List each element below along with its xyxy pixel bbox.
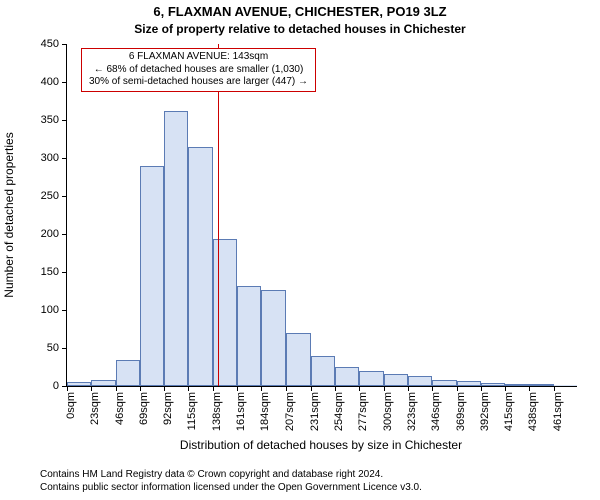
- histogram-bar: [213, 239, 237, 386]
- y-tick-label: 250: [41, 190, 67, 202]
- x-tick: [286, 386, 287, 391]
- histogram-bar: [432, 380, 456, 386]
- x-tick: [505, 386, 506, 391]
- annotation-line: 6 FLAXMAN AVENUE: 143sqm: [86, 51, 311, 64]
- histogram-bar: [116, 360, 140, 386]
- histogram-bar: [384, 374, 408, 386]
- x-tick-label: 184sqm: [259, 392, 271, 431]
- x-tick: [432, 386, 433, 391]
- histogram-bar: [237, 286, 261, 386]
- histogram-bar: [188, 147, 212, 386]
- x-tick-label: 207sqm: [284, 392, 296, 431]
- x-tick-label: 138sqm: [211, 392, 223, 431]
- histogram-bar: [554, 385, 577, 386]
- x-tick: [237, 386, 238, 391]
- x-tick-label: 46sqm: [114, 392, 126, 425]
- chart-canvas: 6, FLAXMAN AVENUE, CHICHESTER, PO19 3LZ …: [0, 0, 600, 500]
- x-tick-label: 323sqm: [406, 392, 418, 431]
- x-axis-title: Distribution of detached houses by size …: [66, 438, 576, 452]
- histogram-bar: [359, 371, 383, 386]
- x-tick-label: 346sqm: [430, 392, 442, 431]
- y-tick-label: 400: [41, 76, 67, 88]
- x-tick-label: 392sqm: [479, 392, 491, 431]
- x-tick: [140, 386, 141, 391]
- x-tick-label: 161sqm: [235, 392, 247, 431]
- annotation-line: ← 68% of detached houses are smaller (1,…: [86, 64, 311, 77]
- x-tick-label: 300sqm: [382, 392, 394, 431]
- x-tick-label: 69sqm: [138, 392, 150, 425]
- x-tick-label: 0sqm: [65, 392, 77, 419]
- annotation-box: 6 FLAXMAN AVENUE: 143sqm← 68% of detache…: [81, 48, 316, 92]
- x-tick-label: 115sqm: [186, 392, 198, 430]
- x-tick: [91, 386, 92, 391]
- histogram-bar: [311, 356, 335, 386]
- footnote-line-2: Contains public sector information licen…: [40, 482, 422, 495]
- histogram-bar: [67, 382, 91, 386]
- y-tick-label: 350: [41, 114, 67, 126]
- x-tick: [359, 386, 360, 391]
- y-tick-label: 0: [53, 380, 67, 392]
- annotation-line: 30% of semi-detached houses are larger (…: [86, 76, 311, 89]
- footnote: Contains HM Land Registry data © Crown c…: [40, 469, 422, 494]
- histogram-bar: [164, 111, 188, 386]
- x-tick: [335, 386, 336, 391]
- property-marker-line: [218, 44, 219, 386]
- x-tick-label: 231sqm: [309, 392, 321, 431]
- histogram-bar: [529, 384, 553, 386]
- x-tick: [116, 386, 117, 391]
- y-tick-label: 450: [41, 38, 67, 50]
- histogram-bar: [481, 383, 505, 386]
- histogram-bar: [505, 384, 529, 386]
- x-tick: [457, 386, 458, 391]
- x-tick-label: 461sqm: [552, 392, 564, 431]
- histogram-bar: [140, 166, 164, 386]
- x-tick: [311, 386, 312, 391]
- x-tick: [188, 386, 189, 391]
- plot-area: 0501001502002503003504004500sqm23sqm46sq…: [66, 44, 577, 387]
- chart-supertitle: 6, FLAXMAN AVENUE, CHICHESTER, PO19 3LZ: [0, 4, 600, 19]
- x-tick-label: 277sqm: [357, 392, 369, 431]
- histogram-bar: [91, 380, 115, 386]
- x-tick-label: 23sqm: [89, 392, 101, 425]
- x-tick: [67, 386, 68, 391]
- chart-subtitle: Size of property relative to detached ho…: [0, 22, 600, 36]
- histogram-bar: [261, 290, 285, 386]
- y-tick-label: 100: [41, 304, 67, 316]
- x-tick: [554, 386, 555, 391]
- x-tick-label: 438sqm: [527, 392, 539, 431]
- x-tick: [213, 386, 214, 391]
- x-tick: [384, 386, 385, 391]
- histogram-bar: [335, 367, 359, 386]
- footnote-line-1: Contains HM Land Registry data © Crown c…: [40, 469, 422, 482]
- x-tick: [481, 386, 482, 391]
- histogram-bar: [408, 376, 432, 386]
- x-tick-label: 92sqm: [162, 392, 174, 425]
- x-tick-label: 415sqm: [503, 392, 515, 431]
- x-tick: [408, 386, 409, 391]
- y-tick-label: 50: [47, 342, 67, 354]
- x-tick: [261, 386, 262, 391]
- x-tick-label: 369sqm: [455, 392, 467, 431]
- x-tick: [529, 386, 530, 391]
- y-tick-label: 300: [41, 152, 67, 164]
- y-tick-label: 150: [41, 266, 67, 278]
- y-tick-label: 200: [41, 228, 67, 240]
- histogram-bar: [457, 381, 481, 386]
- histogram-bar: [286, 333, 311, 386]
- x-tick-label: 254sqm: [333, 392, 345, 431]
- x-tick: [164, 386, 165, 391]
- y-axis-title: Number of detached properties: [2, 132, 16, 297]
